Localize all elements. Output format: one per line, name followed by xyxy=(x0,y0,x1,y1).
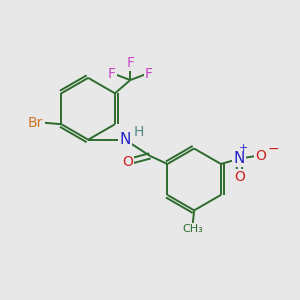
Text: Br: Br xyxy=(28,116,44,130)
Text: N: N xyxy=(119,132,131,147)
Text: +: + xyxy=(239,143,248,153)
Text: F: F xyxy=(145,67,153,81)
Text: F: F xyxy=(126,56,134,70)
Text: −: − xyxy=(268,142,280,156)
Text: N: N xyxy=(233,151,245,166)
Text: O: O xyxy=(122,155,134,169)
Text: F: F xyxy=(108,67,116,81)
Text: CH₃: CH₃ xyxy=(182,224,203,234)
Text: O: O xyxy=(256,149,266,163)
Text: H: H xyxy=(134,125,144,139)
Text: O: O xyxy=(234,170,245,184)
